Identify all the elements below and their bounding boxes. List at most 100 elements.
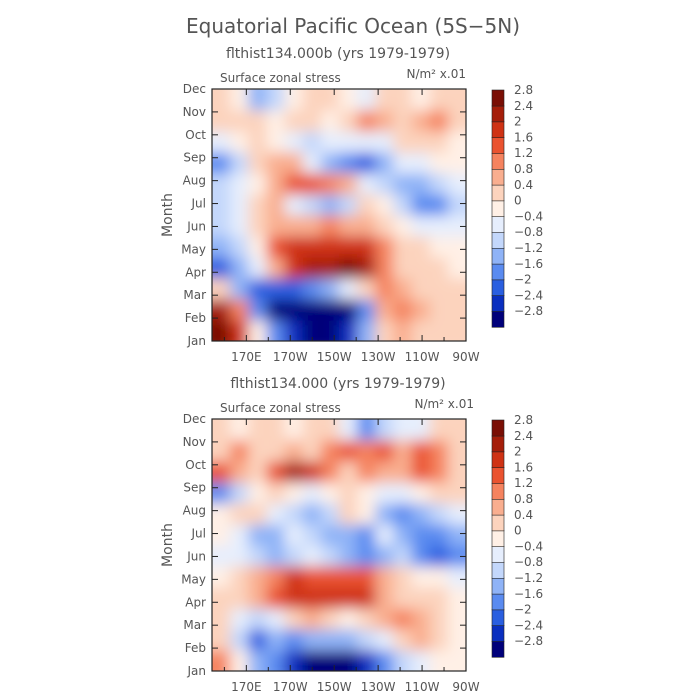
- heatmap-cell: [320, 650, 340, 671]
- colorbar-swatch: [491, 546, 505, 563]
- heatmap-cell: [230, 503, 249, 525]
- heatmap-cell: [375, 110, 395, 132]
- heatmap-cell: [375, 587, 395, 609]
- heatmap-cell: [302, 131, 322, 153]
- heatmap-cell: [429, 545, 449, 567]
- heatmap-cell: [212, 89, 231, 111]
- heatmap-cell: [393, 545, 413, 567]
- heatmap-cell: [230, 545, 249, 567]
- heatmap-cell: [248, 650, 268, 671]
- colorbar-label: 0.8: [514, 162, 533, 176]
- heatmap-cell: [266, 236, 286, 258]
- heatmap-cell: [230, 566, 249, 588]
- y-tick-label: Mar: [183, 288, 206, 302]
- heatmap-cell: [284, 503, 304, 525]
- heatmap-cell: [320, 194, 340, 216]
- heatmap-cell: [357, 236, 376, 258]
- heatmap-cell: [375, 236, 395, 258]
- panel-1-title: flthist134.000b (yrs 1979-1979): [226, 46, 450, 62]
- heatmap-cell: [230, 440, 249, 462]
- heatmap-cell: [357, 650, 376, 671]
- heatmap-cell: [357, 110, 376, 132]
- colorbar-swatch: [491, 168, 505, 186]
- heatmap-cell: [357, 629, 376, 651]
- heatmap-cell: [393, 524, 413, 546]
- heatmap-cell: [375, 629, 395, 651]
- heatmap-cell: [248, 419, 268, 441]
- heatmap-cell: [284, 545, 304, 567]
- heatmap-cell: [393, 173, 413, 195]
- heatmap-cell: [230, 215, 249, 237]
- panel-2-x-axis: 170E 170W 150W 130W 110W 90W: [223, 419, 480, 694]
- y-tick-label: May: [181, 572, 206, 586]
- heatmap-cell: [320, 461, 340, 483]
- heatmap-cell: [302, 440, 322, 462]
- heatmap-cell: [302, 278, 322, 300]
- heatmap-cell: [375, 173, 395, 195]
- heatmap-cell: [393, 482, 413, 504]
- panel-1-heatmap-field: [212, 89, 466, 341]
- y-tick-label: Sep: [183, 151, 206, 165]
- heatmap-cell: [302, 110, 322, 132]
- heatmap-cell: [339, 587, 358, 609]
- heatmap-cell: [230, 131, 249, 153]
- heatmap-cell: [320, 215, 340, 237]
- heatmap-cell: [302, 566, 322, 588]
- heatmap-cell: [248, 173, 268, 195]
- y-tick-label: Feb: [185, 641, 206, 655]
- heatmap-cell: [411, 194, 431, 216]
- heatmap-cell: [212, 215, 231, 237]
- heatmap-cell: [339, 461, 358, 483]
- heatmap-cell: [302, 608, 322, 630]
- y-tick-label: Dec: [183, 82, 206, 96]
- colorbar-label: 0.4: [514, 178, 533, 192]
- heatmap-cell: [230, 587, 249, 609]
- heatmap-cell: [429, 461, 449, 483]
- heatmap-cell: [357, 152, 376, 174]
- colorbar-swatch: [491, 279, 505, 297]
- x-tick-label: 150W: [317, 680, 352, 694]
- heatmap-cell: [302, 299, 322, 321]
- heatmap-cell: [447, 299, 466, 321]
- heatmap-cell: [393, 440, 413, 462]
- y-tick-label: Sep: [183, 481, 206, 495]
- heatmap-cell: [357, 461, 376, 483]
- colorbar-label: 2.4: [514, 99, 533, 113]
- heatmap-cell: [375, 320, 395, 341]
- heatmap-cell: [339, 524, 358, 546]
- heatmap-cell: [375, 278, 395, 300]
- heatmap-cell: [248, 131, 268, 153]
- heatmap-cell: [393, 131, 413, 153]
- heatmap-cell: [266, 257, 286, 279]
- heatmap-cell: [230, 650, 249, 671]
- heatmap-cell: [375, 650, 395, 671]
- heatmap-cell: [284, 131, 304, 153]
- heatmap-cell: [357, 524, 376, 546]
- heatmap-cell: [266, 608, 286, 630]
- heatmap-cell: [411, 278, 431, 300]
- heatmap-cell: [248, 236, 268, 258]
- heatmap-cell: [357, 545, 376, 567]
- panel-2-y-axis: Jan Feb Mar Apr May Jun Jul Aug Sep Oct Nov Dec: [181, 412, 466, 678]
- y-tick-label: Jan: [187, 334, 207, 348]
- heatmap-cell: [284, 566, 304, 588]
- heatmap-cell: [248, 215, 268, 237]
- heatmap-cell: [302, 461, 322, 483]
- heatmap-cell: [411, 587, 431, 609]
- heatmap-cell: [447, 461, 466, 483]
- heatmap-cell: [266, 173, 286, 195]
- heatmap-cell: [393, 299, 413, 321]
- heatmap-cell: [284, 299, 304, 321]
- heatmap-cell: [411, 215, 431, 237]
- heatmap-cell: [266, 320, 286, 341]
- colorbar-label: 1.6: [514, 460, 533, 474]
- heatmap-cell: [212, 236, 231, 258]
- colorbar-swatch: [491, 152, 505, 170]
- heatmap-cell: [212, 257, 231, 279]
- panel-1-units-label: N/m² x.01: [406, 67, 466, 81]
- heatmap-cell: [375, 482, 395, 504]
- heatmap-cell: [393, 503, 413, 525]
- heatmap-cell: [284, 173, 304, 195]
- heatmap-cell: [447, 440, 466, 462]
- heatmap-cell: [447, 278, 466, 300]
